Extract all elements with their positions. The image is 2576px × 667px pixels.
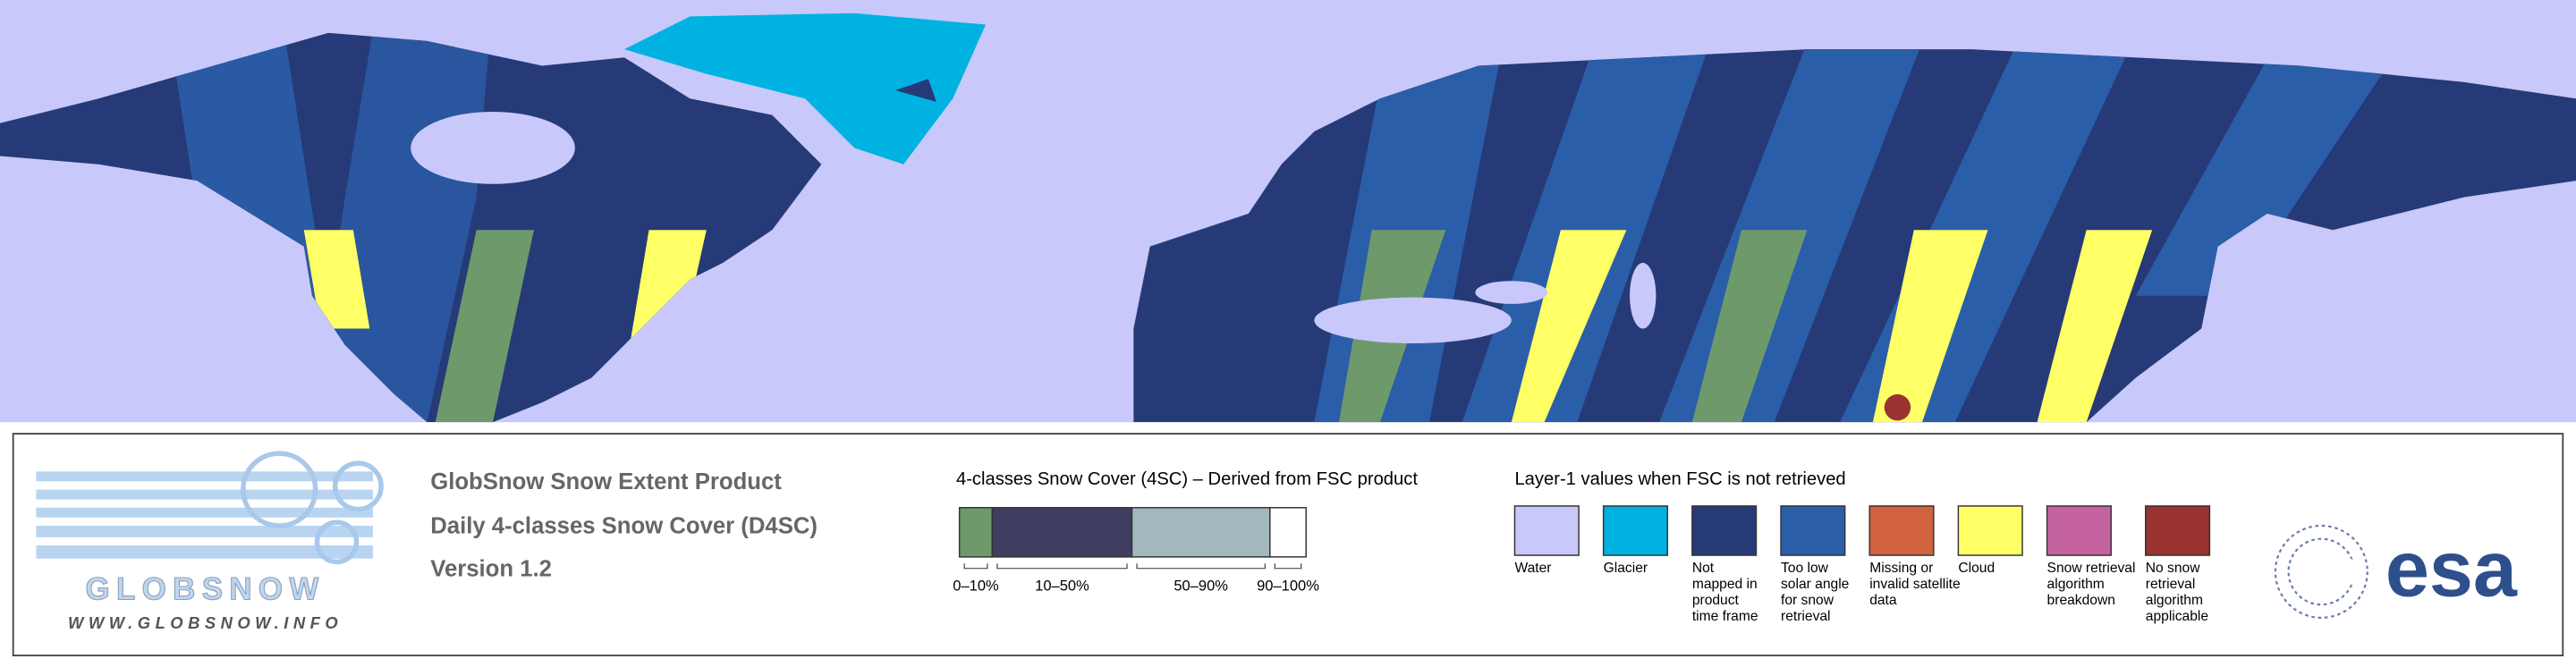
swatch (1602, 505, 1669, 556)
swatch-label: Not (1692, 561, 1715, 576)
class-bracket (1274, 563, 1302, 570)
swatch-label: Glacier (1604, 561, 1648, 576)
layer1-legend-title: Layer-1 values when FSC is not retrieved (1514, 469, 1845, 489)
swatch (1691, 505, 1758, 556)
class-label: 0–10% (953, 577, 999, 594)
swatch-label: Missing or (1869, 561, 1933, 576)
greenland (623, 13, 987, 165)
swatch-label: Water (1514, 561, 1551, 576)
class-swatch (958, 507, 994, 558)
swatch-label: data (1869, 593, 1897, 608)
swatch-label: Cloud (1958, 561, 1995, 576)
swatch-label: product (1692, 593, 1740, 608)
snow-cover-legend-title: 4-classes Snow Cover (4SC) – Derived fro… (956, 469, 1418, 489)
mediterranean (1314, 297, 1512, 344)
esa-logo: esa (2274, 524, 2518, 619)
swatch (2145, 505, 2211, 556)
hudson-bay (411, 111, 575, 184)
swatch-label: Snow retrieval (2047, 561, 2136, 576)
swatch-label: retrieval (2146, 577, 2196, 592)
swatch-label: mapped in (1692, 577, 1758, 592)
swatch (1513, 505, 1580, 556)
swatch-label: for snow (1781, 593, 1835, 608)
swatch (1957, 505, 2023, 556)
swatch (2046, 505, 2112, 556)
swatch-label: applicable (2146, 609, 2208, 624)
class-swatch (1131, 507, 1271, 558)
swatch (1780, 505, 1846, 556)
class-swatch (1269, 507, 1307, 558)
class-bracket (1136, 563, 1266, 570)
class-swatch (991, 507, 1133, 558)
swatch-label: retrieval (1781, 609, 1831, 624)
swatch-label: Too low (1781, 561, 1829, 576)
class-bracket (963, 563, 988, 570)
subtitle: Daily 4-classes Snow Cover (D4SC) (430, 514, 818, 539)
swatch-label: algorithm (2047, 577, 2105, 592)
swatch-label: invalid satellite (1869, 577, 1960, 592)
swatch-label: time frame (1692, 609, 1758, 624)
version: Version 1.2 (430, 556, 552, 581)
swatch-label: solar angle (1781, 577, 1849, 592)
class-label: 50–90% (1174, 577, 1228, 594)
logo-wordmark: GLOBSNOW (86, 572, 326, 607)
logo-url: WWW.GLOBSNOW.INFO (68, 613, 343, 632)
swatch-label: breakdown (2047, 593, 2115, 608)
swatch (1868, 505, 1935, 556)
class-label: 10–50% (1035, 577, 1089, 594)
swatch-label: algorithm (2146, 593, 2203, 608)
globsnow-logo: GLOBSNOW WWW.GLOBSNOW.INFO (36, 451, 384, 632)
snow-cover-legend: 0–10% 10–50% 50–90% 90–100% (953, 507, 1319, 594)
title: GlobSnow Snow Extent Product (430, 469, 782, 494)
swatch-label: No snow (2146, 561, 2200, 576)
map (0, 0, 2576, 423)
class-label: 90–100% (1257, 577, 1319, 594)
esa-wordmark: esa (2385, 524, 2518, 612)
class-bracket (996, 563, 1128, 570)
